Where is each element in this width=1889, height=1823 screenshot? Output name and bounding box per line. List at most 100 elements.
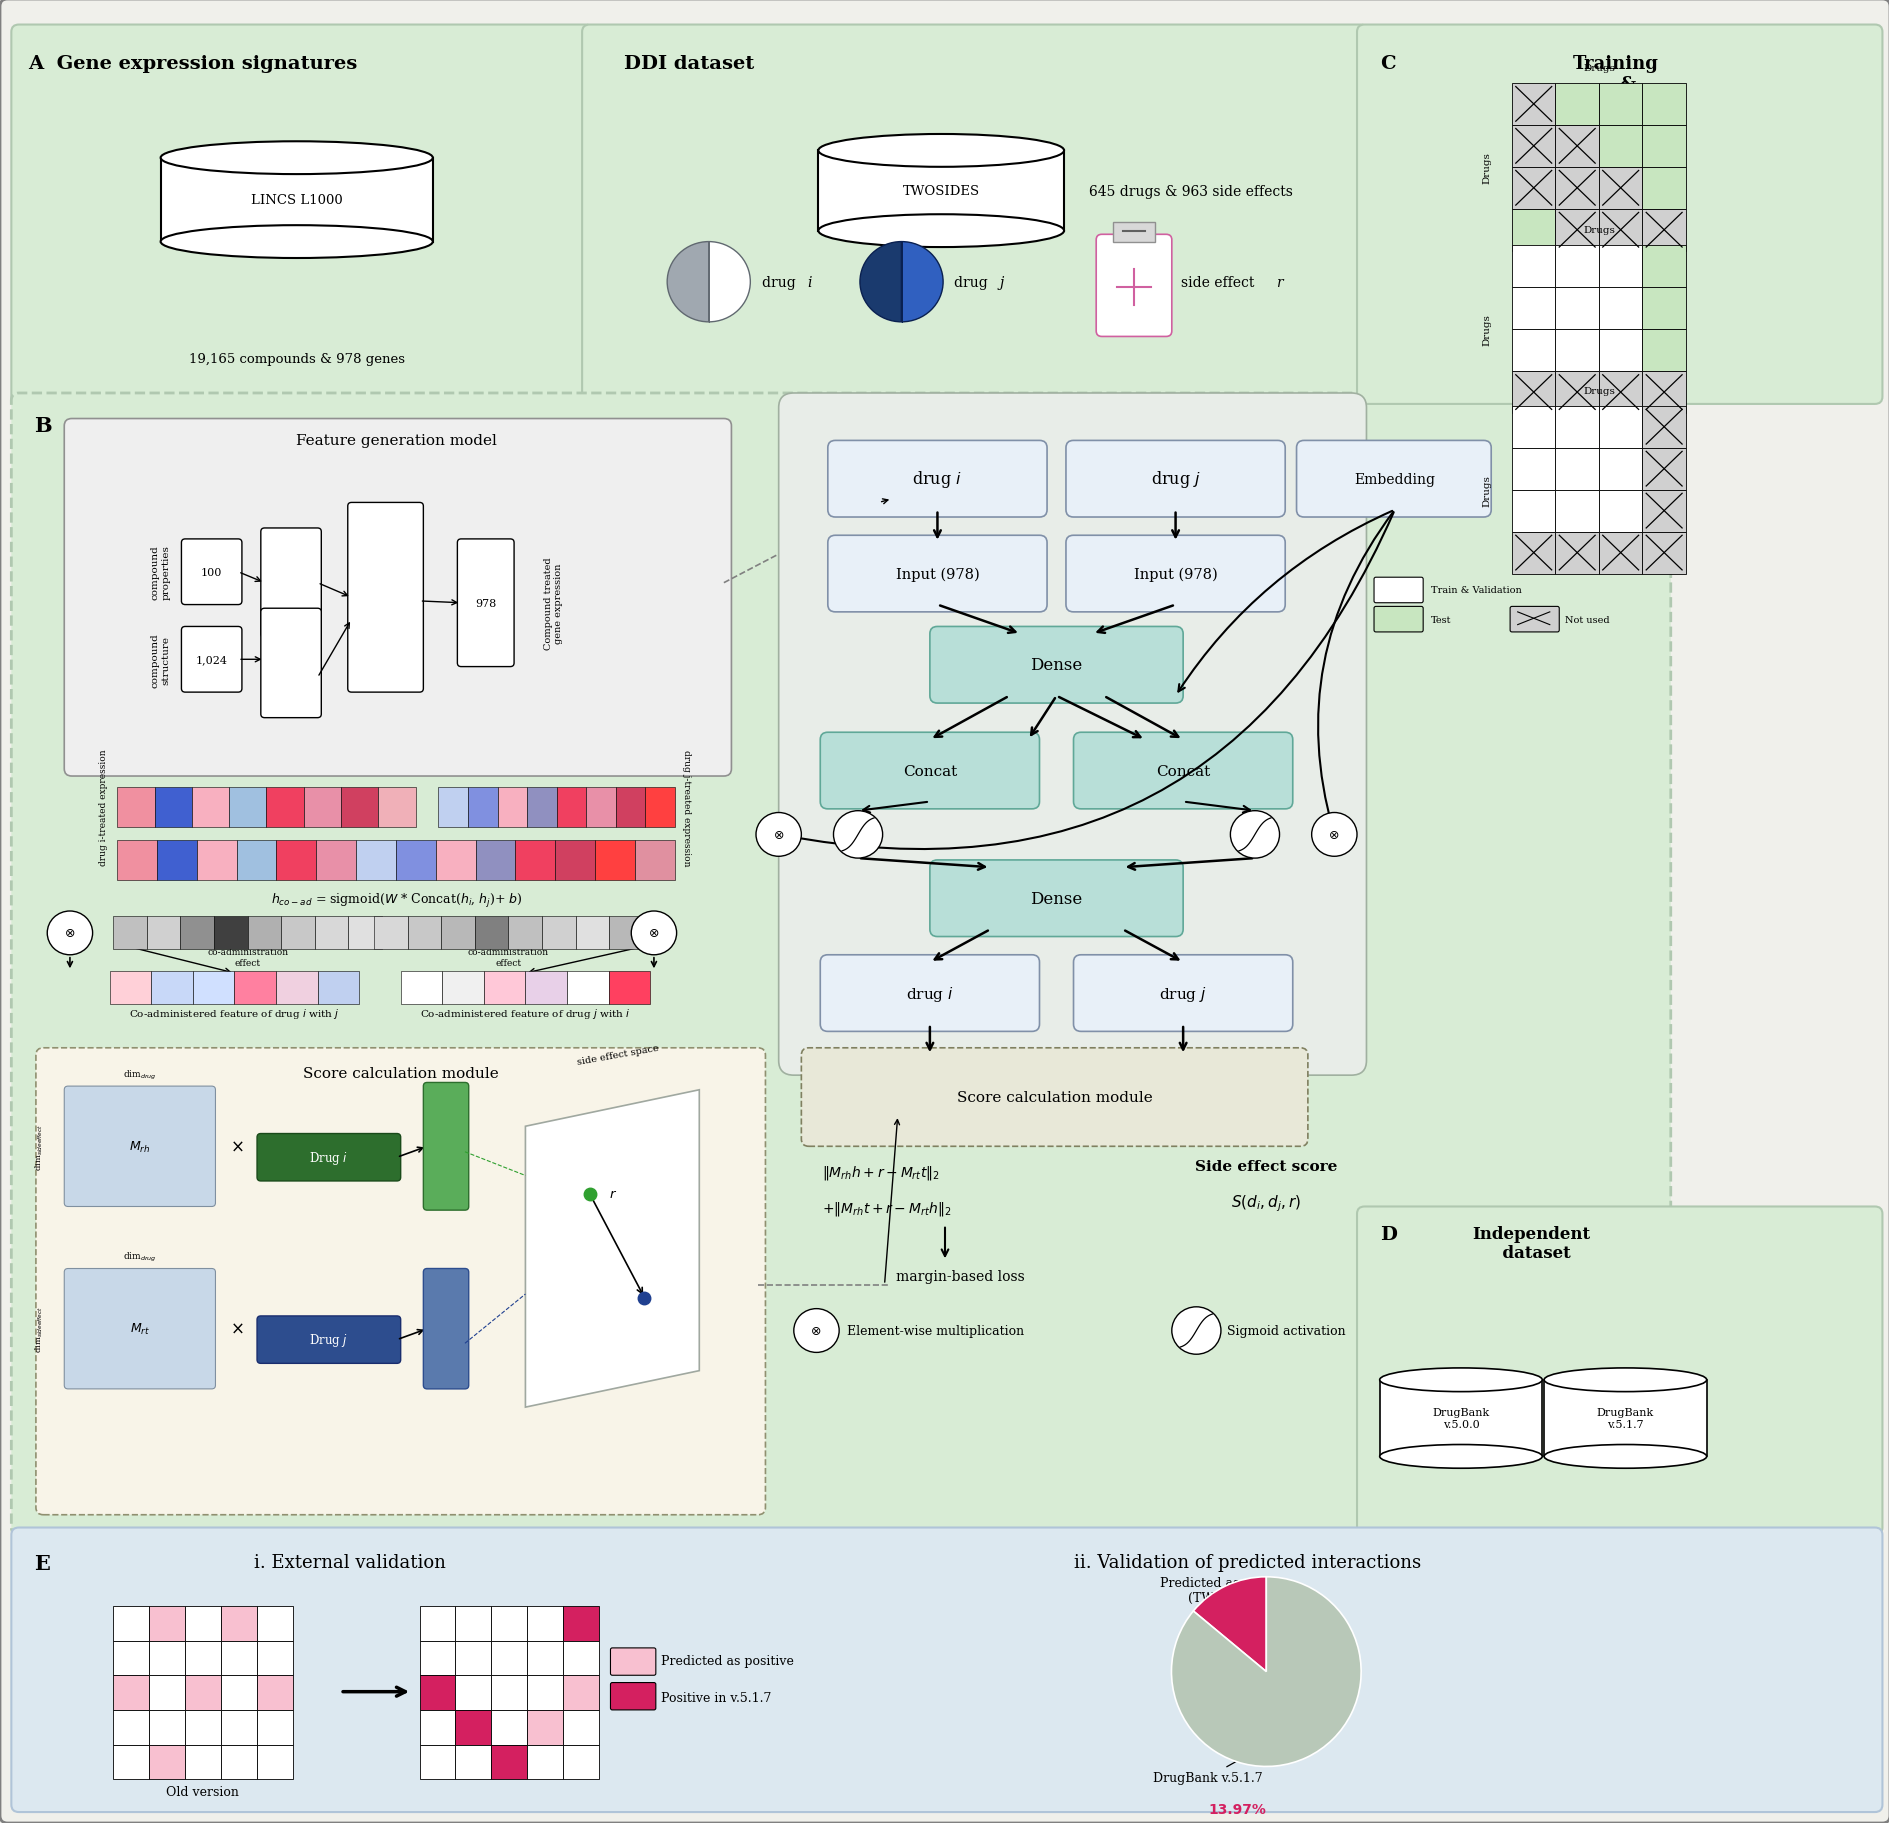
Bar: [374, 917, 408, 950]
Bar: [563, 1606, 599, 1641]
FancyBboxPatch shape: [1373, 607, 1422, 633]
Bar: [193, 972, 234, 1004]
Bar: [355, 840, 395, 881]
Text: Unseen interactions: Unseen interactions: [1555, 109, 1683, 122]
Text: Train & Validation: Train & Validation: [1430, 587, 1521, 594]
Text: Test: Test: [1430, 616, 1451, 623]
Text: dim$_{side effect}$: dim$_{side effect}$: [34, 1305, 45, 1353]
Text: Predicted as positive
       (TWOSIDES): Predicted as positive (TWOSIDES): [1160, 1575, 1292, 1637]
Bar: [1555, 532, 1598, 574]
Text: Compound treated
gene expression: Compound treated gene expression: [544, 558, 563, 649]
Bar: [113, 1675, 149, 1710]
Text: Input (978): Input (978): [895, 567, 979, 582]
Bar: [574, 917, 608, 950]
Bar: [1598, 210, 1642, 252]
Bar: [276, 972, 317, 1004]
Bar: [516, 840, 555, 881]
Circle shape: [793, 1309, 839, 1353]
Text: E: E: [34, 1553, 49, 1573]
Text: Drugs: Drugs: [1483, 474, 1490, 507]
Bar: [1511, 84, 1555, 126]
FancyBboxPatch shape: [827, 441, 1047, 518]
FancyBboxPatch shape: [257, 1316, 400, 1364]
Ellipse shape: [1543, 1444, 1706, 1469]
Text: Drug $i$: Drug $i$: [310, 1148, 348, 1167]
Bar: [555, 788, 586, 828]
FancyBboxPatch shape: [582, 26, 1368, 405]
Ellipse shape: [1543, 1367, 1706, 1393]
Bar: [542, 917, 574, 950]
Text: drug i-treated expression: drug i-treated expression: [98, 749, 108, 866]
FancyBboxPatch shape: [1509, 607, 1558, 633]
Bar: [1598, 407, 1642, 448]
FancyBboxPatch shape: [11, 26, 593, 405]
Text: $S(d_i, d_j, r)$: $S(d_i, d_j, r)$: [1230, 1192, 1302, 1214]
Text: ⊗: ⊗: [64, 926, 76, 941]
Bar: [149, 1641, 185, 1675]
Text: A  Gene expression signatures: A Gene expression signatures: [28, 55, 357, 73]
Text: ii. Validation of predicted interactions: ii. Validation of predicted interactions: [1073, 1553, 1421, 1571]
Ellipse shape: [161, 142, 433, 175]
Ellipse shape: [818, 215, 1064, 248]
Bar: [491, 1641, 527, 1675]
FancyBboxPatch shape: [348, 503, 423, 693]
Text: 19,165 compounds & 978 genes: 19,165 compounds & 978 genes: [189, 352, 404, 366]
Bar: [563, 1675, 599, 1710]
Text: Drugs: Drugs: [1583, 386, 1613, 396]
Bar: [113, 1606, 149, 1641]
Bar: [436, 840, 476, 881]
Bar: [247, 917, 281, 950]
Circle shape: [1230, 811, 1279, 859]
Bar: [257, 1606, 293, 1641]
Bar: [455, 1641, 491, 1675]
Bar: [1511, 372, 1555, 414]
Bar: [1598, 448, 1642, 490]
Bar: [1642, 372, 1685, 414]
Bar: [221, 1745, 257, 1779]
Bar: [455, 1675, 491, 1710]
Text: drug: drug: [954, 275, 992, 290]
Bar: [491, 1675, 527, 1710]
Wedge shape: [708, 242, 750, 323]
Text: Embedding: Embedding: [1354, 472, 1434, 487]
Text: $\|M_{rh}h + r - M_{rt}t\|_2$: $\|M_{rh}h + r - M_{rt}t\|_2$: [822, 1163, 939, 1181]
Text: Both unseen drugs: Both unseen drugs: [1558, 432, 1679, 445]
Bar: [1598, 288, 1642, 330]
Text: ⊗: ⊗: [810, 1323, 822, 1338]
Bar: [491, 1710, 527, 1745]
Text: compound
properties: compound properties: [151, 545, 170, 600]
Text: C: C: [1379, 55, 1394, 73]
Bar: [1543, 1380, 1706, 1457]
FancyBboxPatch shape: [610, 1648, 655, 1675]
Bar: [1555, 168, 1598, 210]
Bar: [1555, 490, 1598, 532]
Bar: [1555, 407, 1598, 448]
Bar: [567, 972, 608, 1004]
FancyBboxPatch shape: [181, 540, 242, 605]
FancyBboxPatch shape: [1073, 733, 1292, 809]
Bar: [157, 840, 196, 881]
Bar: [113, 1710, 149, 1745]
Bar: [818, 151, 1064, 232]
Bar: [491, 1745, 527, 1779]
Bar: [193, 788, 229, 828]
Text: drug $j$: drug $j$: [1150, 469, 1200, 490]
Bar: [348, 917, 382, 950]
Bar: [1555, 288, 1598, 330]
Ellipse shape: [818, 135, 1064, 168]
Bar: [1511, 407, 1555, 448]
Text: D: D: [1379, 1225, 1396, 1243]
Ellipse shape: [1379, 1367, 1541, 1393]
Bar: [1113, 222, 1154, 242]
Bar: [468, 788, 497, 828]
Bar: [1511, 288, 1555, 330]
Circle shape: [756, 813, 801, 857]
Bar: [497, 788, 527, 828]
Text: 978: 978: [474, 598, 497, 609]
Text: Concat: Concat: [1156, 764, 1209, 778]
Bar: [635, 840, 674, 881]
Bar: [491, 1606, 527, 1641]
Bar: [113, 1641, 149, 1675]
Text: $+ \|M_{rh}t + r - M_{rt}h\|_2$: $+ \|M_{rh}t + r - M_{rt}h\|_2$: [822, 1200, 952, 1218]
Text: ×: ×: [230, 1320, 246, 1338]
